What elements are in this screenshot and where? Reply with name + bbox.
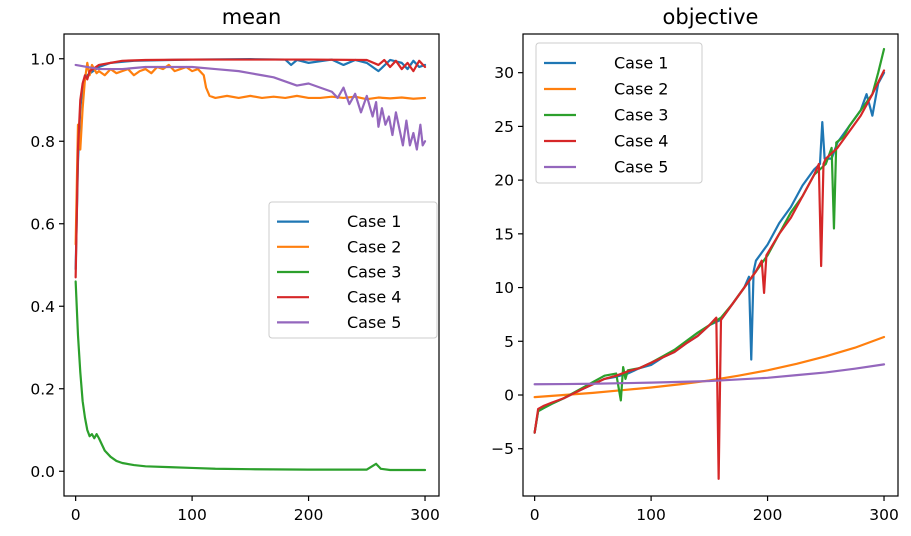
objective-y-tick-label: 0 <box>504 387 514 405</box>
mean-x-tick-label: 200 <box>294 506 324 524</box>
mean-series-line-case-4 <box>74 58 427 279</box>
objective-y-tick-label: 30 <box>494 64 514 82</box>
objective-legend-label-case-4: Case 4 <box>614 132 668 151</box>
objective-y-tick-label: 20 <box>494 172 514 190</box>
objective-series-line-case-4 <box>533 69 886 480</box>
mean-y-tick-label: 0.4 <box>30 298 55 316</box>
objective-y-tick-label: 10 <box>494 279 514 297</box>
mean-legend: Case 1 Case 2 Case 3 Case 4 Case 5 <box>268 201 438 339</box>
mean-legend-label-case-2: Case 2 <box>347 237 401 256</box>
objective-legend-label-case-1: Case 1 <box>614 54 668 73</box>
objective-x-tick-label: 0 <box>530 506 540 524</box>
mean-y-tick-label: 0.6 <box>30 215 55 233</box>
mean-y-tick-label: 0.8 <box>30 133 55 151</box>
objective-y-tick-label: 15 <box>494 225 514 243</box>
mean-x-tick-label: 100 <box>177 506 207 524</box>
objective-y-tick-label: 5 <box>504 333 514 351</box>
mean-legend-label-case-3: Case 3 <box>347 263 401 282</box>
objective-title: objective <box>663 5 759 29</box>
mean-legend-label-case-4: Case 4 <box>347 288 401 307</box>
objective-x-tick-label: 100 <box>636 506 666 524</box>
mean-x-tick-label: 300 <box>410 506 440 524</box>
objective-legend-box <box>535 42 703 184</box>
objective-legend: Case 1 Case 2 Case 3 Case 4 Case 5 <box>535 42 703 184</box>
mean-title: mean <box>222 5 282 29</box>
mean-series-line-case-3 <box>74 280 427 472</box>
mean-y-tick-label: 0.0 <box>30 463 55 481</box>
mean-x-tick-label: 0 <box>71 506 81 524</box>
objective-series-line-case-5 <box>533 363 886 386</box>
objective-x-tick-label: 200 <box>753 506 783 524</box>
mean-legend-box <box>268 201 438 339</box>
mean-y-tick-label: 0.2 <box>30 380 55 398</box>
mean-legend-label-case-1: Case 1 <box>347 212 401 231</box>
objective-y-tick-label: 25 <box>494 118 514 136</box>
objective-x-tick-label: 300 <box>869 506 899 524</box>
objective-legend-label-case-5: Case 5 <box>614 158 668 177</box>
mean-series-group <box>74 58 427 472</box>
objective-plot-frame <box>522 33 899 497</box>
mean-series-line-case-5 <box>74 63 427 151</box>
mean-legend-label-case-5: Case 5 <box>347 313 401 332</box>
objective-y-tick-label: −5 <box>491 440 514 458</box>
objective-series-group <box>533 47 886 480</box>
mean-y-tick-label: 1.0 <box>30 50 55 68</box>
mean-plot-frame <box>63 33 440 497</box>
objective-legend-label-case-3: Case 3 <box>614 106 668 125</box>
objective-legend-label-case-2: Case 2 <box>614 80 668 99</box>
